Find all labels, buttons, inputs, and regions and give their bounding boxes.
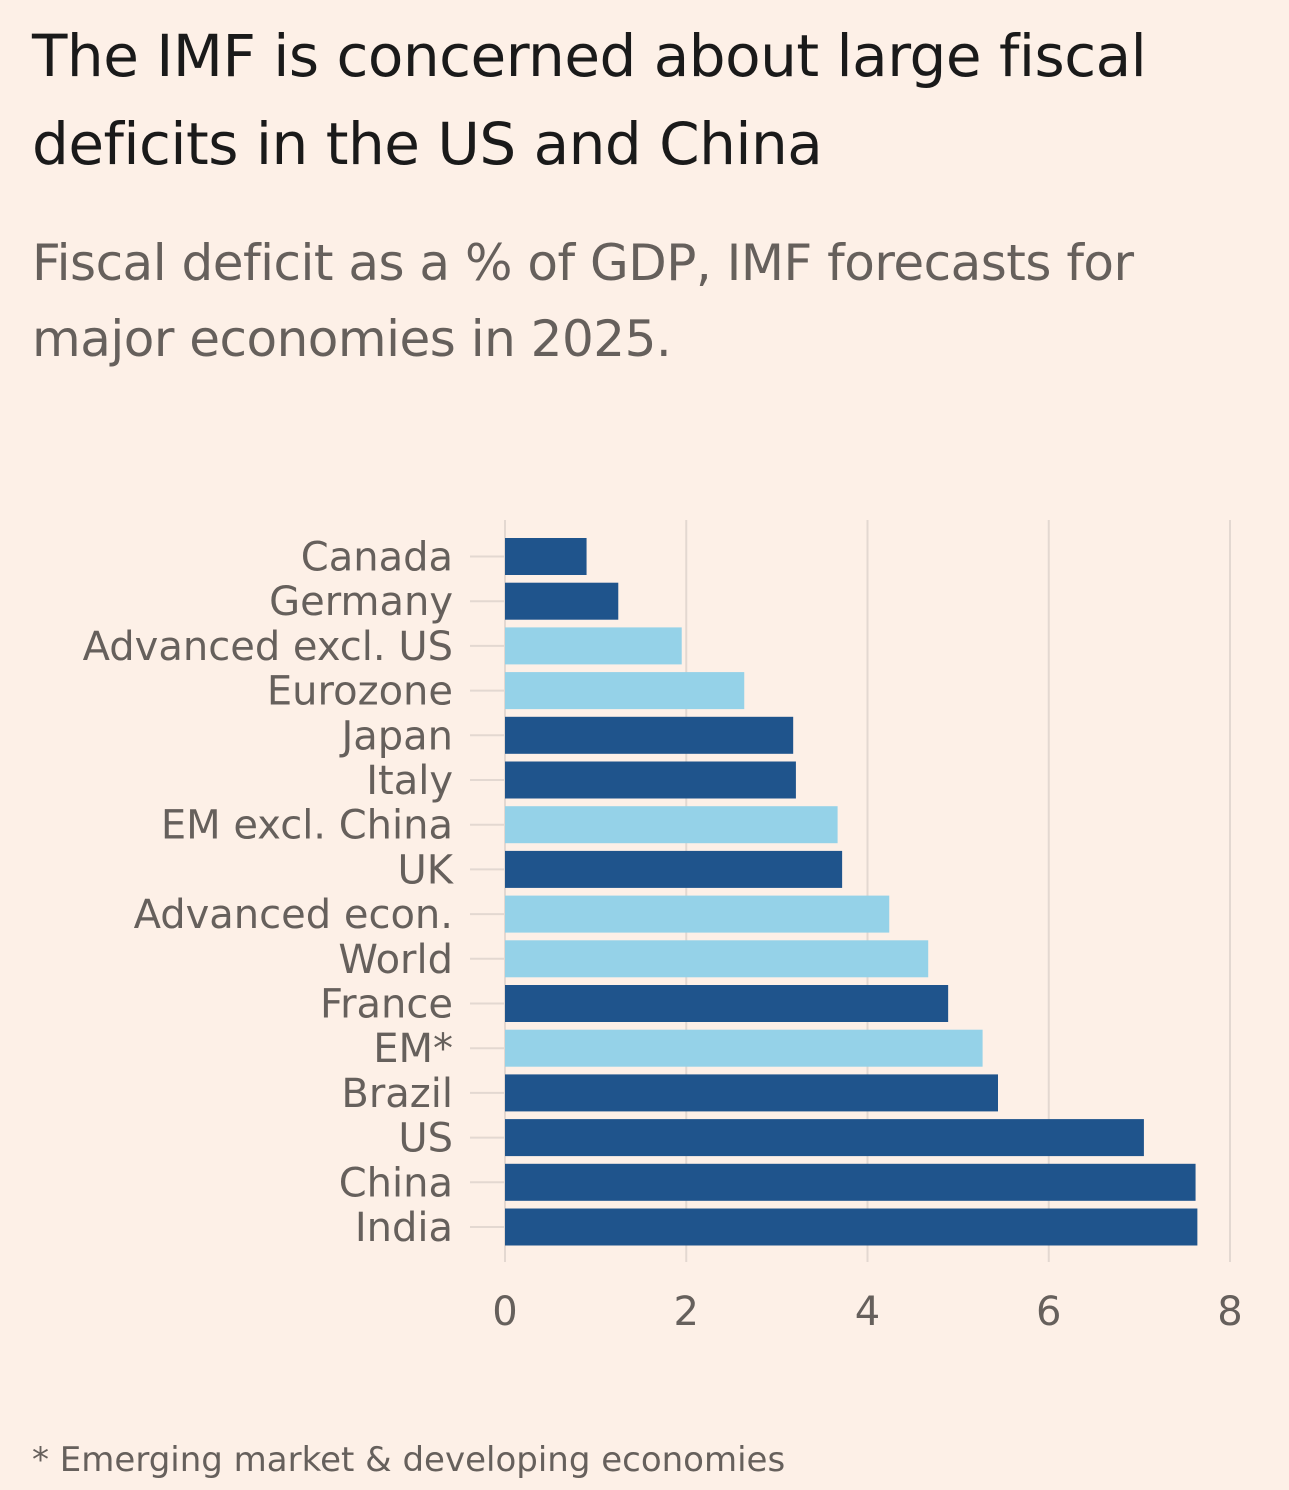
bar — [505, 538, 587, 575]
x-tick-label: 2 — [674, 1289, 699, 1335]
category-label: UK — [397, 847, 454, 893]
chart-subtitle: Fiscal deficit as a % of GDP, IMF foreca… — [32, 234, 1134, 368]
category-label: Italy — [366, 758, 453, 804]
bar — [505, 761, 796, 799]
category-label: Advanced excl. US — [83, 624, 453, 670]
bar — [505, 1163, 1196, 1201]
chart-title: The IMF is concerned about large fiscal … — [32, 22, 1147, 178]
category-label: US — [398, 1116, 453, 1162]
bar — [505, 985, 949, 1022]
x-tick-label: 6 — [1036, 1289, 1061, 1335]
bar — [505, 1119, 1144, 1157]
bar — [505, 806, 838, 844]
category-label: India — [355, 1205, 453, 1251]
category-label: World — [338, 937, 453, 983]
category-label: Japan — [338, 713, 453, 759]
category-label: Eurozone — [267, 669, 453, 715]
bar — [505, 672, 745, 710]
bar — [505, 895, 890, 933]
category-label: EM excl. China — [161, 803, 453, 849]
bar — [505, 940, 929, 978]
x-tick-label: 4 — [855, 1289, 880, 1335]
category-label: Canada — [301, 535, 453, 581]
category-label: France — [320, 982, 453, 1028]
bar — [505, 582, 619, 620]
x-tick-label: 0 — [492, 1289, 517, 1335]
footnote: * Emerging market & developing economies — [32, 1440, 786, 1480]
bar — [505, 716, 794, 754]
category-label: Germany — [269, 579, 453, 625]
category-label: Brazil — [341, 1071, 453, 1117]
category-label: Advanced econ. — [134, 892, 453, 938]
bar — [505, 850, 843, 888]
bar — [505, 1029, 983, 1067]
bar — [505, 1208, 1198, 1246]
x-tick-label: 8 — [1217, 1289, 1242, 1335]
category-label: China — [339, 1160, 453, 1206]
bar — [505, 1074, 998, 1112]
bar — [505, 627, 682, 665]
category-label: EM* — [373, 1026, 453, 1072]
